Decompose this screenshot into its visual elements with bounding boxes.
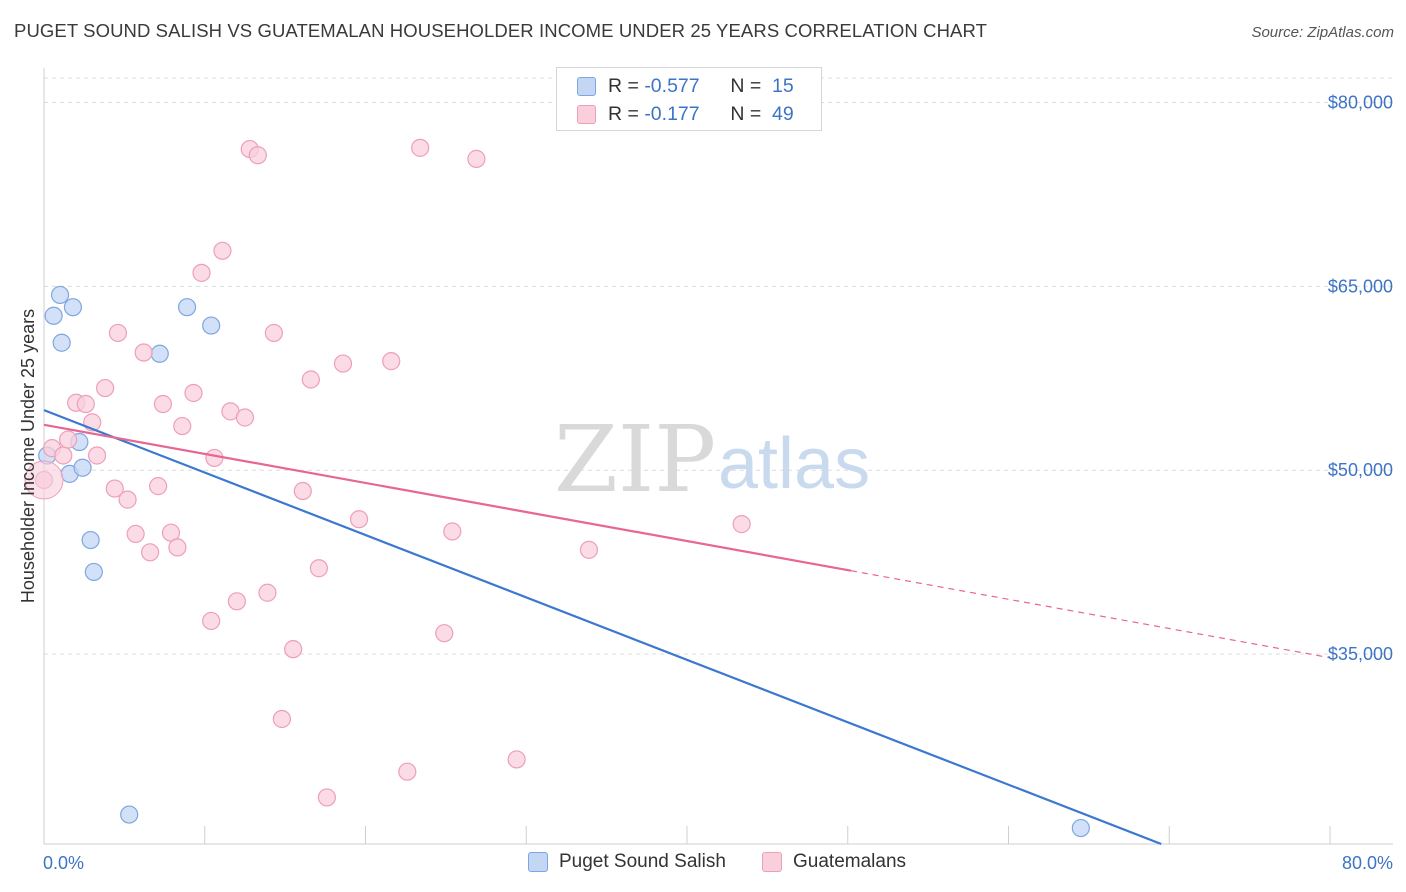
- point-puget-sound-salish: [150, 344, 169, 363]
- point-puget-sound-salish: [44, 306, 63, 325]
- point-guatemalans: [168, 538, 187, 557]
- legend-row-guatemalans: R = -0.177 N = 49: [577, 101, 794, 127]
- legend-r-label: R =: [608, 102, 639, 125]
- point-puget-sound-salish: [84, 562, 103, 582]
- point-guatemalans: [333, 354, 353, 373]
- point-guatemalans: [411, 138, 430, 157]
- point-guatemalans: [293, 481, 312, 501]
- point-guatemalans: [76, 394, 95, 414]
- point-puget-sound-salish: [1071, 818, 1090, 838]
- point-guatemalans: [258, 583, 277, 602]
- point-guatemalans: [95, 378, 115, 398]
- legend-n-label: N =: [730, 102, 762, 125]
- data-points: [24, 138, 1090, 838]
- point-guatemalans: [108, 323, 128, 343]
- point-guatemalans: [213, 241, 232, 260]
- point-guatemalans: [205, 448, 224, 468]
- legend-n-value: 49: [772, 102, 794, 125]
- point-guatemalans: [301, 370, 320, 389]
- y-tick-label: $80,000: [1328, 93, 1393, 113]
- bottom-legend-swatch-blue: [528, 852, 548, 872]
- legend-r-label: R =: [608, 74, 639, 97]
- point-guatemalans: [309, 559, 328, 578]
- point-guatemalans: [579, 540, 599, 559]
- legend-n-value: 15: [772, 74, 794, 97]
- point-puget-sound-salish: [202, 316, 221, 335]
- point-guatemalans: [173, 416, 192, 436]
- y-axis-label: Householder Income Under 25 years: [18, 309, 38, 603]
- bottom-legend-swatch-pink: [762, 852, 782, 872]
- bottom-legend-label: Guatemalans: [793, 851, 907, 872]
- point-guatemalans: [284, 640, 303, 659]
- watermark-atlas: atlas: [718, 424, 870, 504]
- point-guatemalans: [349, 510, 369, 529]
- point-guatemalans: [184, 383, 203, 403]
- legend-r-value: -0.577: [644, 74, 700, 97]
- point-puget-sound-salish: [52, 333, 71, 352]
- point-guatemalans: [227, 592, 246, 611]
- point-guatemalans: [264, 323, 283, 343]
- point-puget-sound-salish: [120, 805, 139, 824]
- point-puget-sound-salish: [81, 530, 100, 550]
- axes: [43, 68, 1393, 845]
- source-label: Source: ZipAtlas.com: [1251, 24, 1394, 41]
- point-guatemalans: [87, 446, 107, 465]
- trend-line-puget-sound-salish: [43, 409, 1162, 846]
- legend-swatch-blue: [577, 76, 596, 96]
- point-guatemalans: [382, 352, 401, 371]
- point-guatemalans: [467, 149, 486, 168]
- point-guatemalans-large: [24, 460, 64, 500]
- point-guatemalans: [54, 446, 73, 465]
- bottom-legend-puget-sound-salish: Puget Sound Salish: [528, 851, 726, 873]
- legend-row-puget-sound-salish: R = -0.577 N = 15: [577, 73, 794, 99]
- point-guatemalans: [507, 750, 526, 769]
- y-tick-label: $65,000: [1328, 276, 1393, 296]
- point-guatemalans: [235, 408, 255, 427]
- bottom-legend-label: Puget Sound Salish: [559, 851, 726, 872]
- point-guatemalans: [134, 343, 153, 362]
- point-guatemalans: [192, 263, 211, 282]
- legend-n-label: N =: [730, 74, 762, 97]
- point-guatemalans: [398, 762, 417, 781]
- bottom-legend-guatemalans: Guatemalans: [762, 851, 906, 873]
- trend-line-guatemalans: [43, 423, 852, 572]
- point-guatemalans: [272, 709, 292, 729]
- point-guatemalans: [149, 477, 168, 496]
- chart-title: PUGET SOUND SALISH VS GUATEMALAN HOUSEHO…: [14, 20, 987, 41]
- point-guatemalans: [59, 430, 78, 449]
- point-guatemalans: [140, 543, 160, 562]
- y-tick-labels: $35,000 $50,000 $65,000 $80,000: [1328, 93, 1393, 665]
- point-guatemalans: [248, 146, 267, 165]
- grid-lines: [44, 77, 1393, 655]
- watermark-zip: ZIP: [554, 406, 716, 513]
- y-tick-label: $35,000: [1328, 644, 1393, 664]
- trend-line-guatemalans-extension: [850, 570, 1331, 659]
- point-guatemalans: [732, 515, 751, 534]
- point-puget-sound-salish: [63, 298, 83, 317]
- point-guatemalans: [443, 522, 462, 541]
- point-guatemalans: [126, 524, 145, 544]
- point-puget-sound-salish: [50, 285, 70, 305]
- trend-lines: [43, 409, 1331, 846]
- x-tick-label-max: 80.0%: [1342, 853, 1393, 873]
- point-puget-sound-salish: [177, 298, 197, 317]
- point-guatemalans: [118, 490, 137, 509]
- correlation-legend: R = -0.577 N = 15 R = -0.177 N = 49: [556, 67, 822, 131]
- x-tick-label-min: 0.0%: [43, 853, 84, 873]
- point-guatemalans: [435, 624, 454, 643]
- point-guatemalans: [105, 479, 124, 498]
- point-guatemalans: [202, 611, 221, 631]
- point-guatemalans: [153, 394, 173, 414]
- point-puget-sound-salish: [73, 458, 92, 477]
- y-tick-label: $50,000: [1328, 460, 1393, 480]
- legend-r-value: -0.177: [644, 102, 700, 125]
- point-guatemalans: [317, 788, 337, 807]
- watermark: ZIP atlas: [554, 406, 870, 513]
- legend-swatch-pink: [577, 104, 596, 124]
